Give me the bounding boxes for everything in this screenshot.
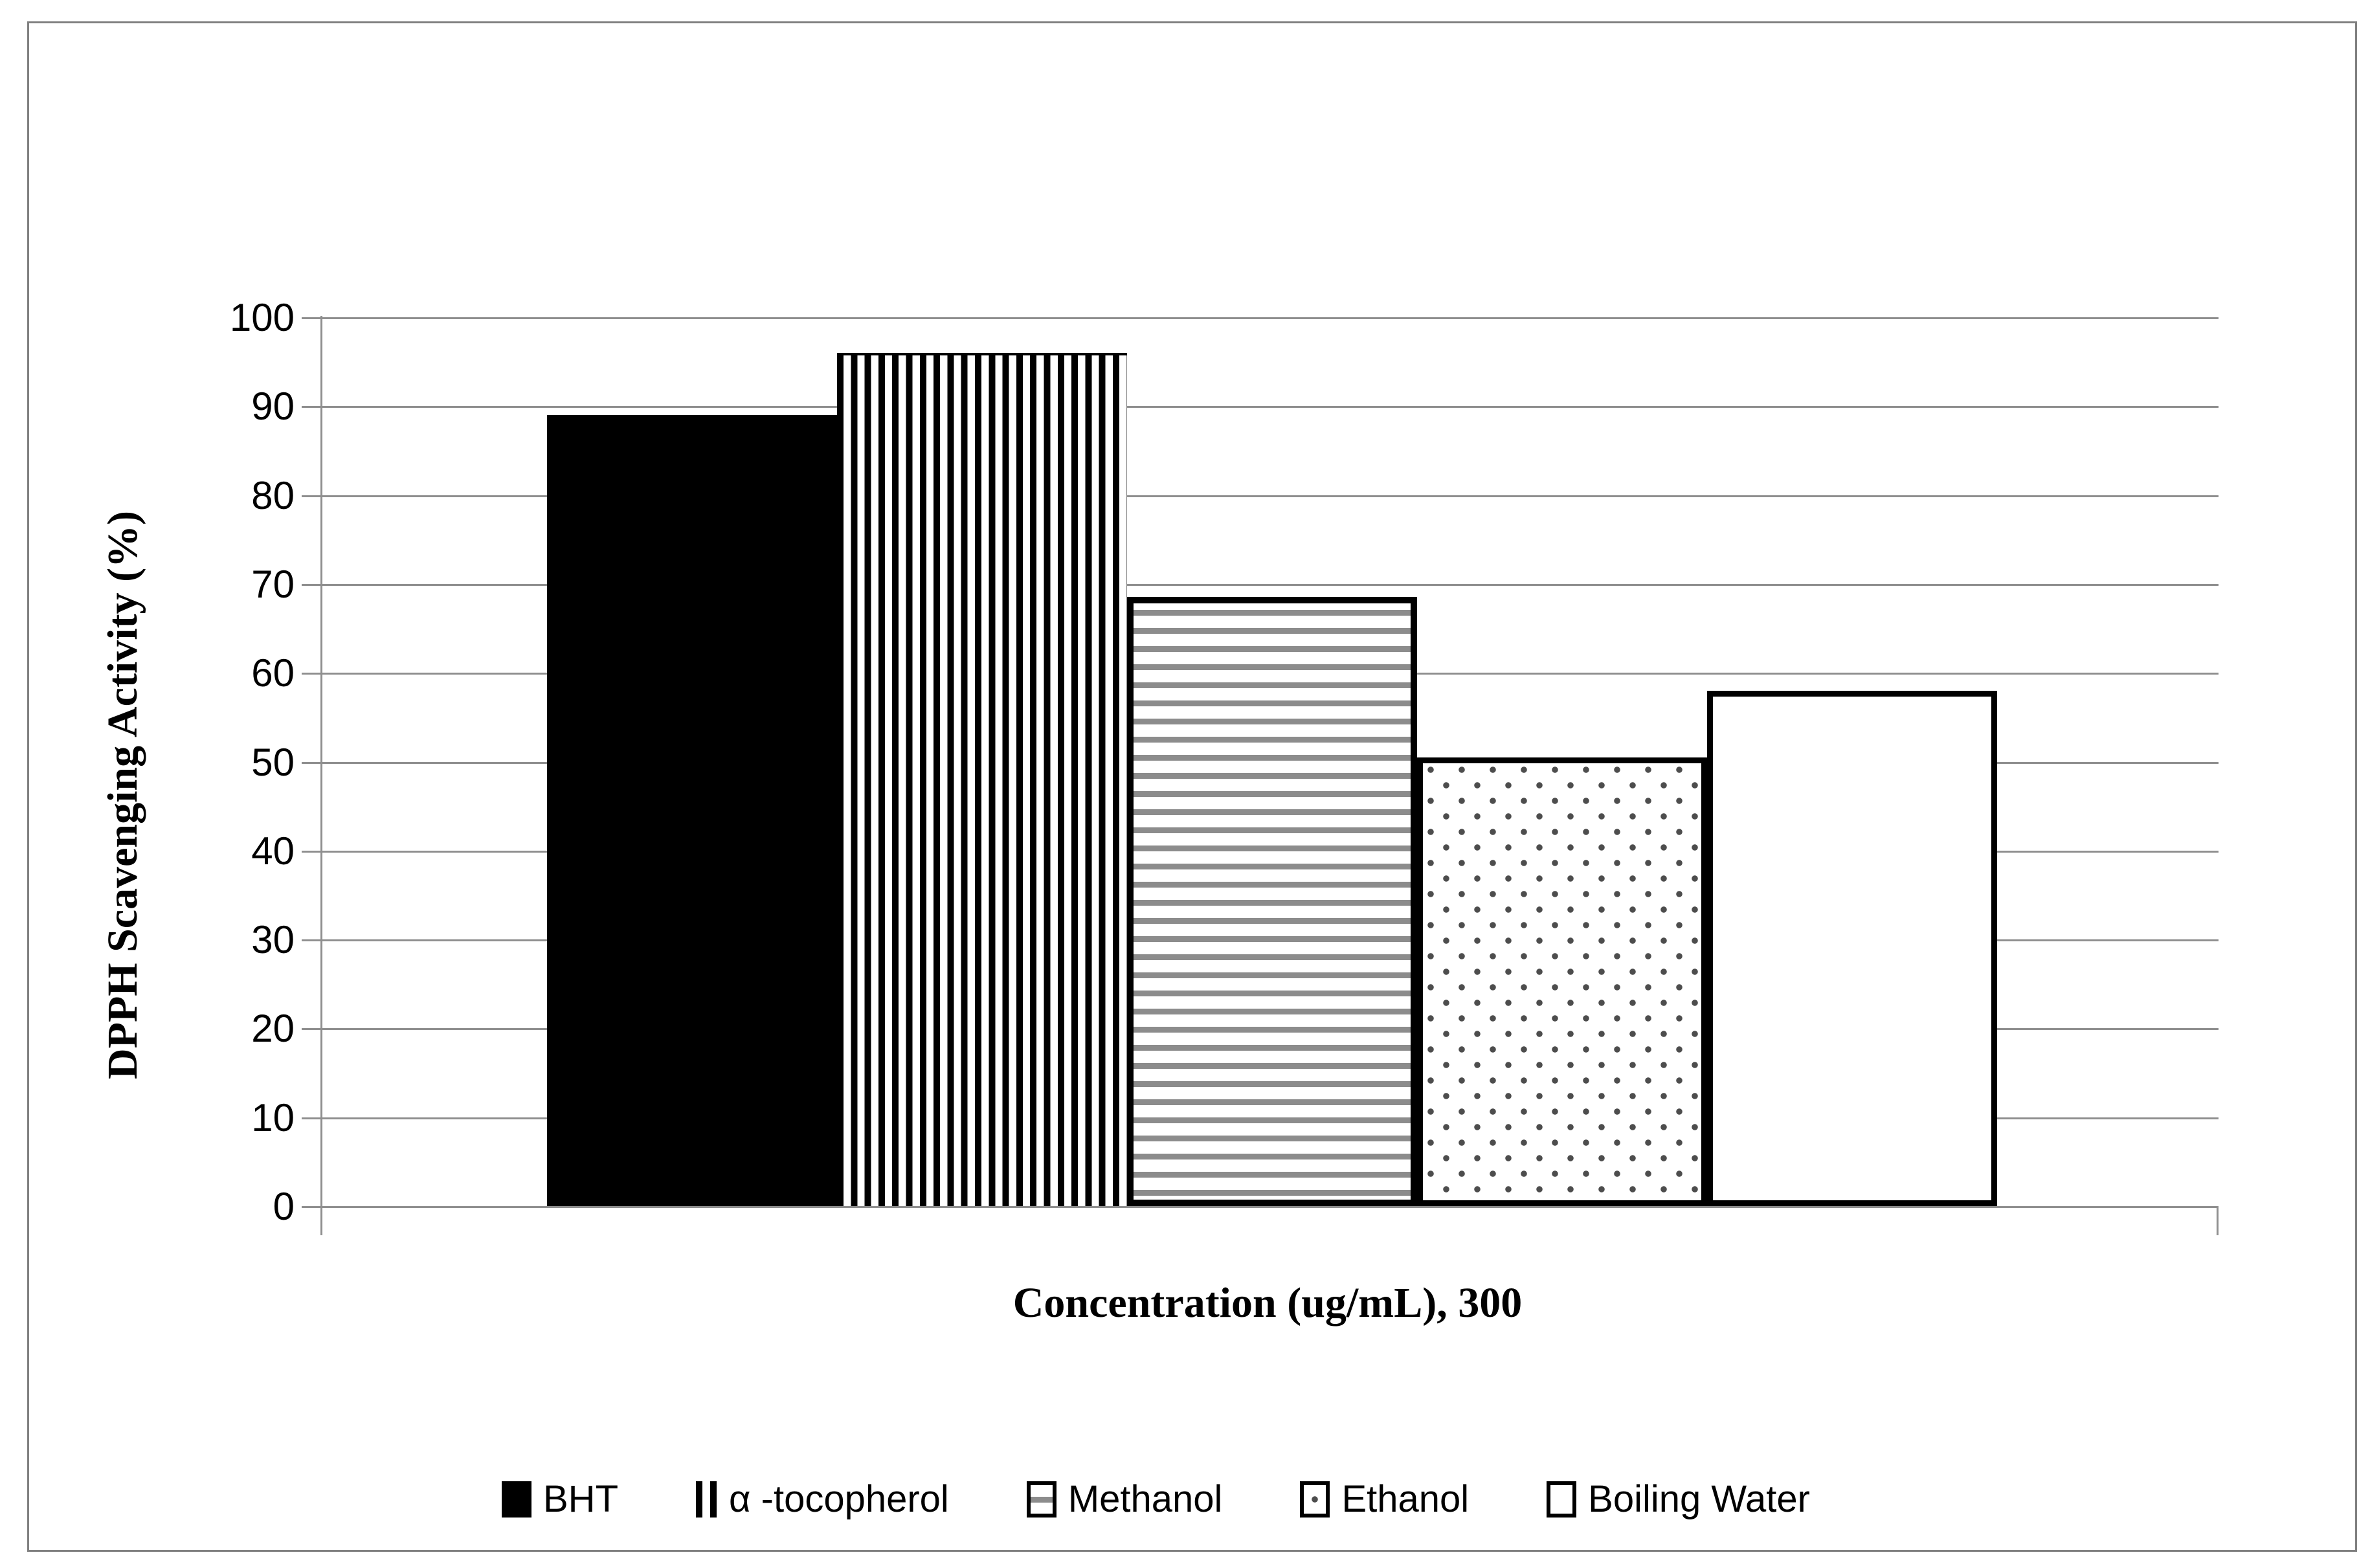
legend-swatch-plain-icon xyxy=(1547,1481,1577,1518)
y-axis-title: DPPH Scavenging Activity (%) xyxy=(99,510,146,1080)
legend-swatch-solid-icon xyxy=(502,1481,531,1518)
y-tick-label-100: 100 xyxy=(229,296,295,339)
y-tick-mark-60 xyxy=(302,673,321,675)
gridline-70 xyxy=(321,584,2219,586)
bar-tocopherol xyxy=(837,353,1127,1206)
legend-item-bht: BHT xyxy=(502,1479,618,1520)
y-tick-label-30: 30 xyxy=(251,918,295,961)
legend-swatch-dots-icon xyxy=(1300,1481,1330,1518)
bar-methanol xyxy=(1127,597,1417,1206)
bar-bht xyxy=(547,415,837,1206)
legend-item-methanol: Methanol xyxy=(1026,1478,1223,1520)
legend-label: Methanol xyxy=(1068,1478,1223,1520)
y-tick-label-20: 20 xyxy=(251,1007,295,1050)
gridline-80 xyxy=(321,495,2219,497)
legend-label: Ethanol xyxy=(1341,1478,1470,1520)
y-tick-mark-40 xyxy=(302,851,321,853)
y-tick-label-60: 60 xyxy=(251,651,295,695)
y-tick-mark-20 xyxy=(302,1028,321,1030)
legend-label: Boiling Water xyxy=(1588,1478,1810,1520)
y-tick-label-40: 40 xyxy=(251,829,295,873)
y-tick-label-10: 10 xyxy=(251,1096,295,1139)
gridline-100 xyxy=(321,317,2219,319)
y-axis-line xyxy=(320,316,322,1234)
x-axis-right-tick xyxy=(2217,1206,2219,1235)
y-tick-mark-100 xyxy=(302,317,321,319)
legend-swatch-vstripes-icon xyxy=(696,1481,717,1518)
gridline-0 xyxy=(321,1206,2219,1208)
x-axis-left-tick xyxy=(320,1206,322,1235)
y-tick-mark-50 xyxy=(302,762,321,764)
y-tick-mark-80 xyxy=(302,495,321,497)
y-tick-mark-30 xyxy=(302,939,321,941)
y-tick-label-70: 70 xyxy=(251,563,295,606)
y-tick-label-80: 80 xyxy=(251,474,295,517)
legend-item-tocopherol: α -tocopherol xyxy=(696,1479,949,1520)
y-tick-label-90: 90 xyxy=(251,385,295,428)
y-tick-mark-90 xyxy=(302,406,321,408)
y-tick-label-0: 0 xyxy=(273,1185,295,1228)
bar-ethanol xyxy=(1417,757,1707,1206)
legend-item-boiling-water: Boiling Water xyxy=(1547,1479,1810,1520)
bar-boiling-water xyxy=(1707,691,1997,1206)
legend-item-ethanol: Ethanol xyxy=(1300,1479,1469,1520)
legend: BHT α -tocopherol Methanol Ethanol Boiling W… xyxy=(502,1479,1810,1520)
gridline-90 xyxy=(321,406,2219,408)
legend-label: α -tocopherol xyxy=(729,1478,949,1520)
legend-swatch-hstripes-icon xyxy=(1026,1481,1056,1518)
x-axis-label: Concentration (ug/mL), 300 xyxy=(1012,1279,1523,1327)
y-tick-mark-0 xyxy=(302,1206,321,1208)
y-tick-mark-70 xyxy=(302,584,321,586)
y-tick-label-50: 50 xyxy=(251,741,295,784)
y-tick-mark-10 xyxy=(302,1117,321,1119)
legend-label: BHT xyxy=(543,1478,618,1520)
